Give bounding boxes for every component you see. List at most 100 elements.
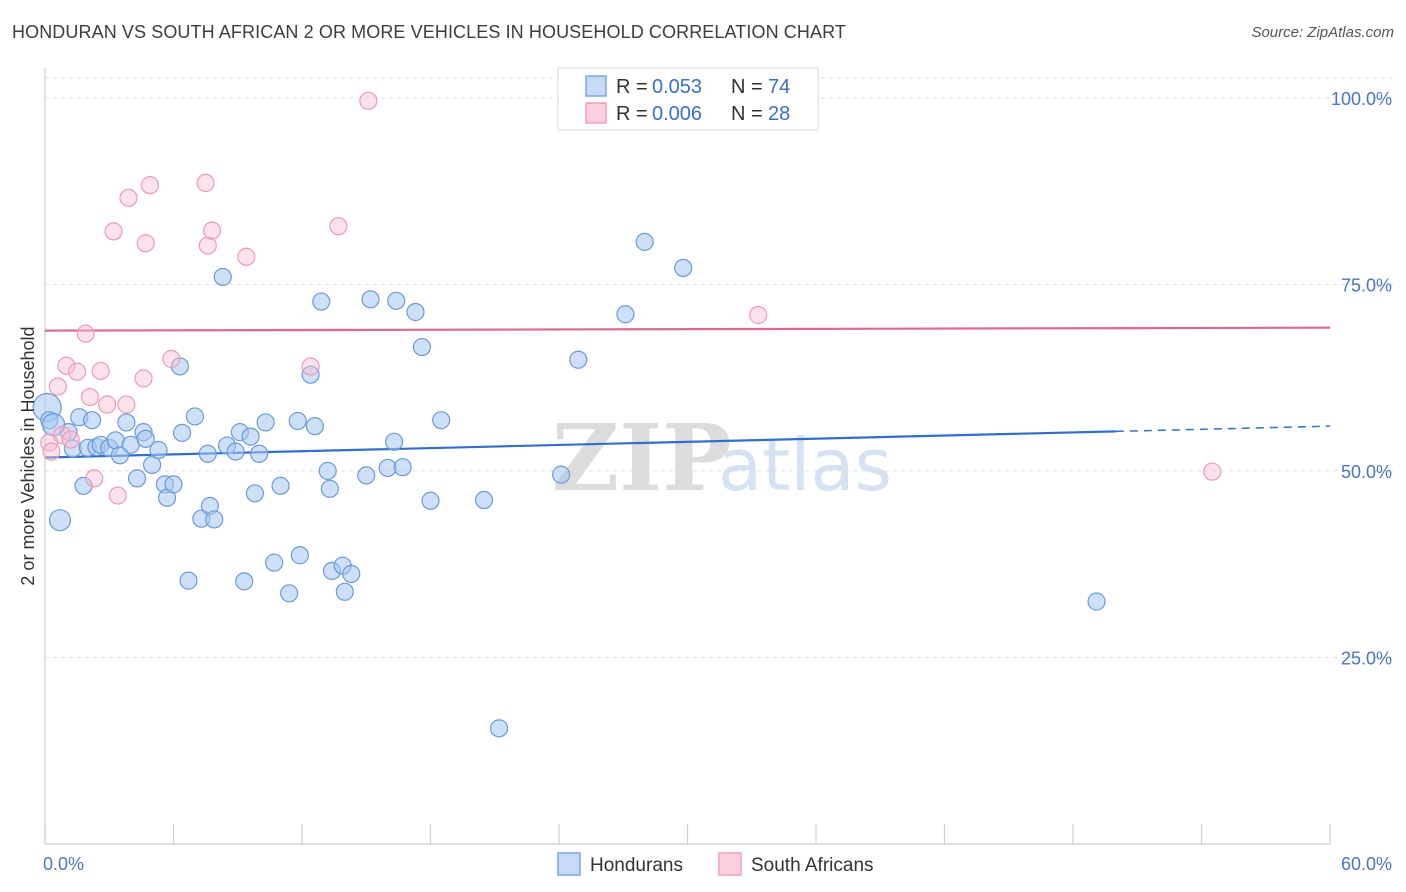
honduran-point (335, 582, 354, 601)
honduran-trend-extension (1115, 425, 1331, 433)
honduran-point (265, 553, 284, 572)
legend-n-value-2: 28 (768, 103, 790, 125)
honduran-point (280, 584, 299, 603)
south-african-point (85, 469, 104, 488)
honduran-point (179, 571, 198, 590)
south-african-point (202, 221, 222, 240)
south-african-point (80, 387, 100, 407)
honduran-point (185, 407, 205, 426)
south-african-point (140, 176, 160, 195)
honduran-point (205, 510, 224, 529)
honduran-point (569, 350, 588, 369)
legend-swatch-hondurans (585, 75, 607, 97)
honduran-point (106, 431, 125, 450)
south-african-point (359, 91, 378, 110)
honduran-point (361, 290, 380, 309)
honduran-point (241, 427, 260, 446)
south-african-trend-line (44, 326, 1331, 332)
south-african-point (53, 426, 72, 445)
legend-n-label-2: N = (731, 103, 763, 125)
south-african-point (42, 442, 61, 461)
honduran-point (635, 232, 654, 251)
y-tick-label: 100.0% (1331, 89, 1392, 109)
honduran-point (674, 258, 693, 278)
honduran-point (412, 337, 432, 357)
honduran-point (48, 509, 72, 532)
x-tick-label-max: 60.0% (1341, 854, 1392, 874)
honduran-point (172, 423, 192, 442)
honduran-point (288, 411, 307, 431)
south-african-point (91, 361, 110, 381)
honduran-point (74, 476, 93, 495)
y-axis-title: 2 or more Vehicles in Household (18, 326, 38, 585)
south-african-point (136, 234, 155, 253)
x-tick-label-min: 0.0% (43, 854, 84, 874)
south-african-point (198, 236, 217, 255)
bottom-legend-label-south-africans: South Africans (751, 855, 874, 876)
honduran-point (305, 417, 324, 436)
south-african-point (329, 217, 348, 236)
honduran-point (226, 442, 245, 461)
south-african-point (749, 305, 768, 325)
y-tick-label: 75.0% (1341, 275, 1392, 295)
y-tick-label: 50.0% (1341, 462, 1392, 482)
honduran-point (164, 475, 183, 494)
south-african-point (117, 395, 136, 414)
honduran-point (616, 305, 635, 324)
honduran-point (406, 302, 425, 322)
bottom-legend-swatch-south-africans (718, 852, 742, 876)
south-african-point (61, 430, 80, 449)
south-african-point (98, 395, 117, 414)
honduran-point (421, 491, 440, 510)
honduran-point (474, 490, 494, 510)
honduran-point (357, 466, 376, 485)
honduran-point (256, 413, 275, 432)
honduran-point (320, 479, 339, 498)
y-tick-label: 25.0% (1341, 648, 1392, 668)
watermark-atlas: atlas (718, 423, 892, 507)
honduran-point (235, 572, 254, 591)
chart-source: Source: ZipAtlas.com (1251, 24, 1394, 41)
bottom-legend-swatch-hondurans (557, 852, 581, 876)
honduran-point (117, 413, 136, 432)
honduran-point (318, 461, 337, 481)
south-african-point (104, 222, 123, 241)
legend-r-label-1: R = (616, 76, 648, 98)
honduran-point (213, 267, 232, 287)
honduran-point (271, 476, 290, 495)
chart-title: HONDURAN VS SOUTH AFRICAN 2 OR MORE VEHI… (12, 22, 846, 42)
south-african-point (68, 362, 87, 381)
bottom-legend: Hondurans South Africans (557, 852, 874, 876)
legend-n-value-1: 74 (768, 76, 790, 98)
honduran-point (1087, 592, 1106, 611)
honduran-point (489, 719, 509, 738)
honduran-point (83, 411, 102, 430)
south-african-point (134, 369, 153, 388)
south-african-point (119, 188, 138, 207)
south-african-point (301, 357, 320, 376)
south-african-point (1203, 462, 1222, 481)
honduran-point (245, 484, 264, 503)
honduran-point (312, 292, 331, 311)
south-african-point (162, 349, 181, 369)
legend-box: R = 0.053 N = 74 R = 0.006 N = 28 (557, 67, 819, 131)
south-african-point (76, 324, 95, 343)
honduran-point (552, 465, 571, 484)
legend-r-value-1: 0.053 (652, 76, 702, 98)
legend-swatch-south-africans (585, 102, 607, 124)
honduran-point (393, 458, 412, 477)
honduran-point (387, 291, 406, 310)
bottom-legend-label-hondurans: Hondurans (590, 855, 683, 876)
honduran-point (290, 546, 309, 565)
south-african-point (196, 173, 215, 193)
legend-r-label-2: R = (616, 103, 648, 125)
gridlines (45, 77, 1394, 658)
honduran-point (136, 429, 155, 448)
axes (44, 68, 1331, 845)
legend-n-label-1: N = (731, 76, 763, 98)
honduran-point (198, 444, 217, 463)
south-african-point (57, 356, 76, 375)
honduran-point (149, 440, 168, 460)
tick-labels: 25.0% 50.0% 75.0% 100.0% 0.0% 60.0% (43, 89, 1392, 874)
